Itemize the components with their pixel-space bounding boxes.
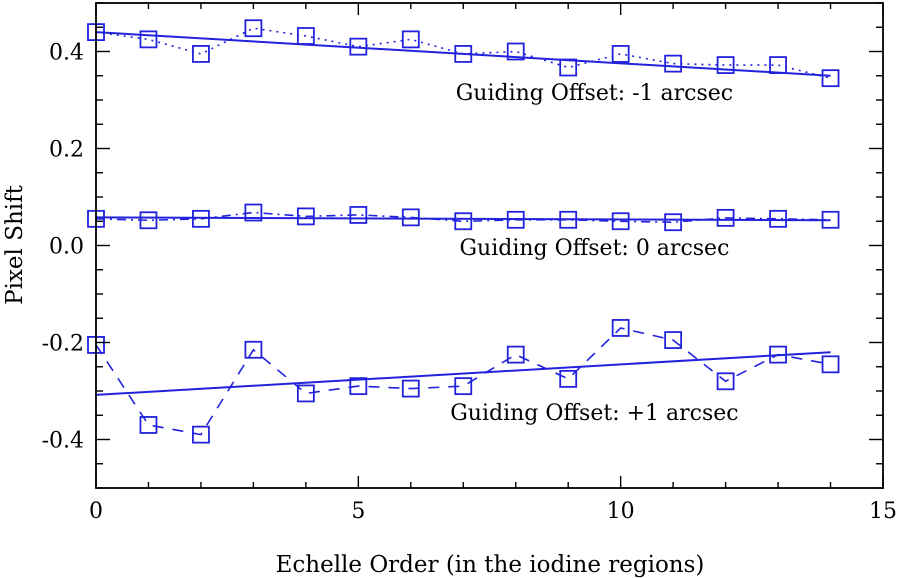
data-point	[454, 377, 473, 396]
annotation-label: Guiding Offset: +1 arcsec	[450, 401, 738, 426]
series-2	[87, 203, 840, 232]
data-point	[664, 54, 683, 73]
data-point	[506, 345, 525, 364]
data-point	[664, 331, 683, 349]
y-tick-label: 0.0	[49, 235, 84, 260]
data-point	[192, 45, 210, 63]
data-point	[664, 213, 683, 232]
axes-frame: 0 5 10 15 -0.4 -0.2 0.0 0.2 0.4	[42, 2, 897, 524]
y-tick-label: -0.2	[42, 332, 84, 357]
data-point	[401, 30, 420, 49]
data-point	[611, 319, 630, 337]
fit-line	[95, 351, 831, 396]
x-tick-label: 0	[89, 499, 103, 524]
data-point	[716, 208, 735, 227]
data-point	[716, 372, 735, 391]
data-point	[401, 208, 420, 227]
data-point	[454, 212, 473, 231]
y-axis-title: Pixel Shift	[2, 184, 28, 305]
data-point	[821, 69, 840, 88]
fit-line	[95, 216, 831, 222]
data-point	[559, 58, 578, 77]
annotations: Guiding Offset: -1 arcsec Guiding Offset:…	[450, 81, 738, 426]
data-layer	[87, 19, 840, 444]
data-point	[454, 45, 473, 63]
y-tick-label: -0.4	[42, 429, 84, 454]
series-3	[87, 319, 840, 444]
data-point	[296, 207, 315, 226]
y-tick-label: 0.4	[49, 41, 84, 66]
data-point	[769, 209, 787, 228]
data-point	[506, 42, 525, 61]
x-tick-label: 15	[869, 499, 897, 524]
data-point	[139, 30, 158, 49]
series-line	[95, 327, 831, 436]
series-1	[87, 19, 840, 88]
data-point	[559, 369, 578, 388]
x-tick-label: 10	[607, 499, 635, 524]
data-point	[349, 206, 368, 224]
data-point	[296, 27, 315, 45]
data-point	[192, 425, 210, 444]
annotation-label: Guiding Offset: -1 arcsec	[456, 81, 733, 106]
data-point	[139, 416, 158, 434]
data-point	[821, 355, 840, 374]
data-point	[611, 45, 630, 63]
fit-line	[95, 31, 831, 77]
data-point	[506, 210, 525, 229]
data-point	[821, 210, 840, 229]
data-point	[244, 340, 263, 359]
data-point	[769, 345, 787, 364]
data-point	[139, 211, 158, 230]
data-point	[611, 212, 630, 231]
data-point	[296, 384, 315, 403]
y-tick-label: 0.2	[49, 138, 84, 163]
x-tick-label: 5	[351, 499, 365, 524]
data-point	[401, 379, 420, 398]
data-point	[244, 203, 263, 222]
data-point	[559, 210, 578, 229]
data-point	[244, 19, 263, 38]
data-point	[716, 56, 735, 74]
data-point	[349, 37, 368, 56]
x-axis-title: Echelle Order (in the iodine regions)	[276, 552, 705, 578]
data-point	[192, 209, 210, 228]
data-point	[769, 56, 787, 74]
annotation-label: Guiding Offset: 0 arcsec	[459, 236, 729, 261]
data-point	[349, 377, 368, 396]
